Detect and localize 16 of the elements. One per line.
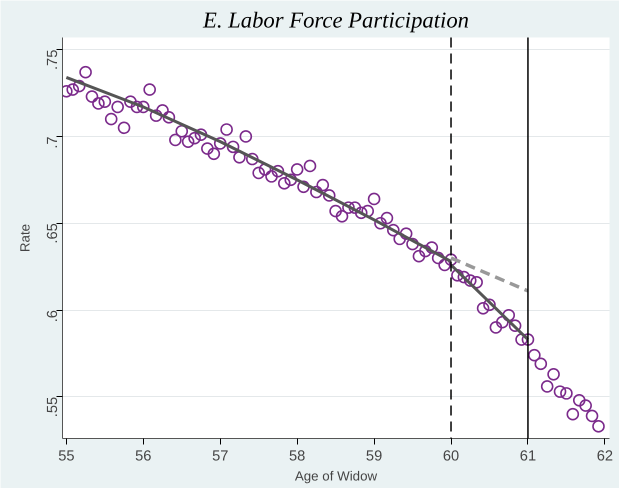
x-tick-label: 61 bbox=[520, 448, 536, 464]
y-tick-label: .65 bbox=[45, 223, 61, 244]
y-tick-label: .75 bbox=[45, 50, 61, 70]
x-tick-label: 55 bbox=[58, 448, 75, 464]
x-tick-label: 56 bbox=[135, 448, 152, 464]
y-tick-label: .55 bbox=[45, 396, 61, 418]
chart-title: E. Labor Force Participation bbox=[202, 8, 469, 32]
x-tick-label: 60 bbox=[442, 448, 460, 464]
x-tick-label: 58 bbox=[288, 448, 306, 464]
x-tick-label: 57 bbox=[212, 448, 228, 464]
y-tick-label: .6 bbox=[45, 310, 61, 322]
y-tick-label: .7 bbox=[45, 136, 61, 149]
x-tick-label: 62 bbox=[596, 448, 614, 464]
x-tick-label: 59 bbox=[366, 448, 382, 464]
y-axis-title: Rate bbox=[18, 224, 32, 252]
x-axis-title: Age of Widow bbox=[294, 468, 378, 484]
